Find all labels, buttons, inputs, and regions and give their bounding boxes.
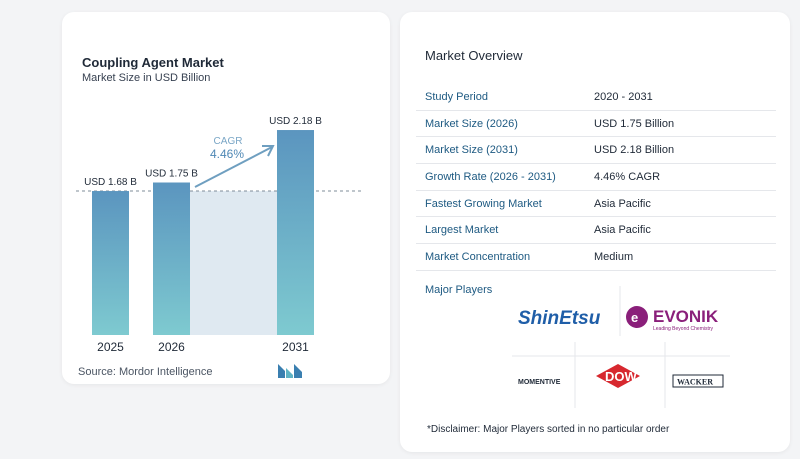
- row-value: Medium: [594, 250, 634, 263]
- overview-row: Largest Market Asia Pacific: [416, 217, 776, 245]
- momentive-logo: MOMENTIVE: [518, 379, 561, 386]
- dow-logo: DOW: [605, 369, 638, 384]
- row-value: Asia Pacific: [594, 224, 651, 237]
- overview-row: Study Period 2020 - 2031: [416, 84, 776, 111]
- category-label: 2026: [158, 340, 185, 354]
- overview-card: [400, 12, 790, 452]
- bar-2026: [153, 182, 190, 335]
- row-value: USD 1.75 Billion: [594, 117, 675, 130]
- major-players-title: Major Players: [425, 284, 493, 296]
- data-label: USD 1.68 B: [84, 177, 137, 188]
- row-value: 4.46% CAGR: [594, 170, 661, 183]
- svg-text:e: e: [631, 310, 638, 325]
- wacker-logo: WACKER: [677, 378, 713, 387]
- bar-2031: [277, 130, 314, 335]
- overview-row: Growth Rate (2026 - 2031) 4.46% CAGR: [416, 164, 776, 191]
- overview-table: Study Period 2020 - 2031 Market Size (202…: [416, 84, 776, 271]
- dow-logo-icon: [596, 364, 640, 388]
- shinetsu-logo: ShinEtsu: [518, 308, 601, 329]
- row-label: Market Size (2031): [425, 144, 518, 157]
- cagr-arrow: [194, 146, 273, 188]
- cagr-arrowhead: [262, 145, 275, 157]
- row-value: USD 2.18 Billion: [594, 144, 675, 157]
- chart-subtitle: Market Size in USD Billion: [82, 72, 211, 84]
- players-logo-grid: ShinEtsu e EVONIK Leading Beyond Chemist…: [512, 286, 730, 408]
- row-label: Largest Market: [425, 224, 499, 237]
- growth-band: [190, 191, 277, 335]
- bar-2025: [92, 191, 129, 335]
- row-label: Growth Rate (2026 - 2031): [425, 170, 556, 183]
- overview-row: Fastest Growing Market Asia Pacific: [416, 191, 776, 218]
- evonik-tagline: Leading Beyond Chemistry: [653, 326, 714, 332]
- overview-row: Market Size (2031) USD 2.18 Billion: [416, 137, 776, 165]
- bar-chart: USD 1.68 B 2025 USD 1.75 B 2026 USD 2.18 B 20…: [76, 116, 362, 354]
- evonik-logo: EVONIK: [653, 307, 719, 326]
- row-label: Market Size (2026): [425, 117, 518, 130]
- cagr-value: 4.46%: [210, 147, 244, 161]
- overview-title: Market Overview: [425, 48, 523, 63]
- chart-title: Coupling Agent Market: [82, 55, 224, 70]
- overview-row: Market Size (2026) USD 1.75 Billion: [416, 111, 776, 138]
- row-label: Study Period: [425, 90, 488, 103]
- category-label: 2031: [282, 340, 309, 354]
- disclaimer: *Disclaimer: Major Players sorted in no …: [427, 424, 670, 435]
- data-label: USD 2.18 B: [269, 116, 322, 127]
- mordor-logo-icon: [278, 364, 302, 378]
- category-label: 2025: [97, 340, 124, 354]
- row-label: Fastest Growing Market: [425, 197, 542, 210]
- data-label: USD 1.75 B: [145, 169, 198, 180]
- overview-row: Market Concentration Medium: [416, 244, 776, 271]
- evonik-logo-icon: e: [626, 306, 648, 328]
- cagr-label: CAGR: [214, 136, 243, 147]
- row-label: Market Concentration: [425, 250, 531, 263]
- row-value: 2020 - 2031: [594, 90, 653, 103]
- source-text: Source: Mordor Intelligence: [78, 366, 213, 378]
- row-value: Asia Pacific: [594, 197, 651, 210]
